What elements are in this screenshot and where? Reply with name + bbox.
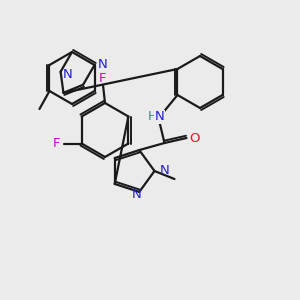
Text: F: F <box>99 71 107 85</box>
Text: N: N <box>63 68 72 81</box>
Text: N: N <box>160 164 169 178</box>
Text: N: N <box>154 110 164 124</box>
Text: H: H <box>148 110 158 122</box>
Text: N: N <box>131 188 141 201</box>
Text: N: N <box>98 58 107 70</box>
Text: O: O <box>189 131 200 145</box>
Text: F: F <box>53 137 60 150</box>
